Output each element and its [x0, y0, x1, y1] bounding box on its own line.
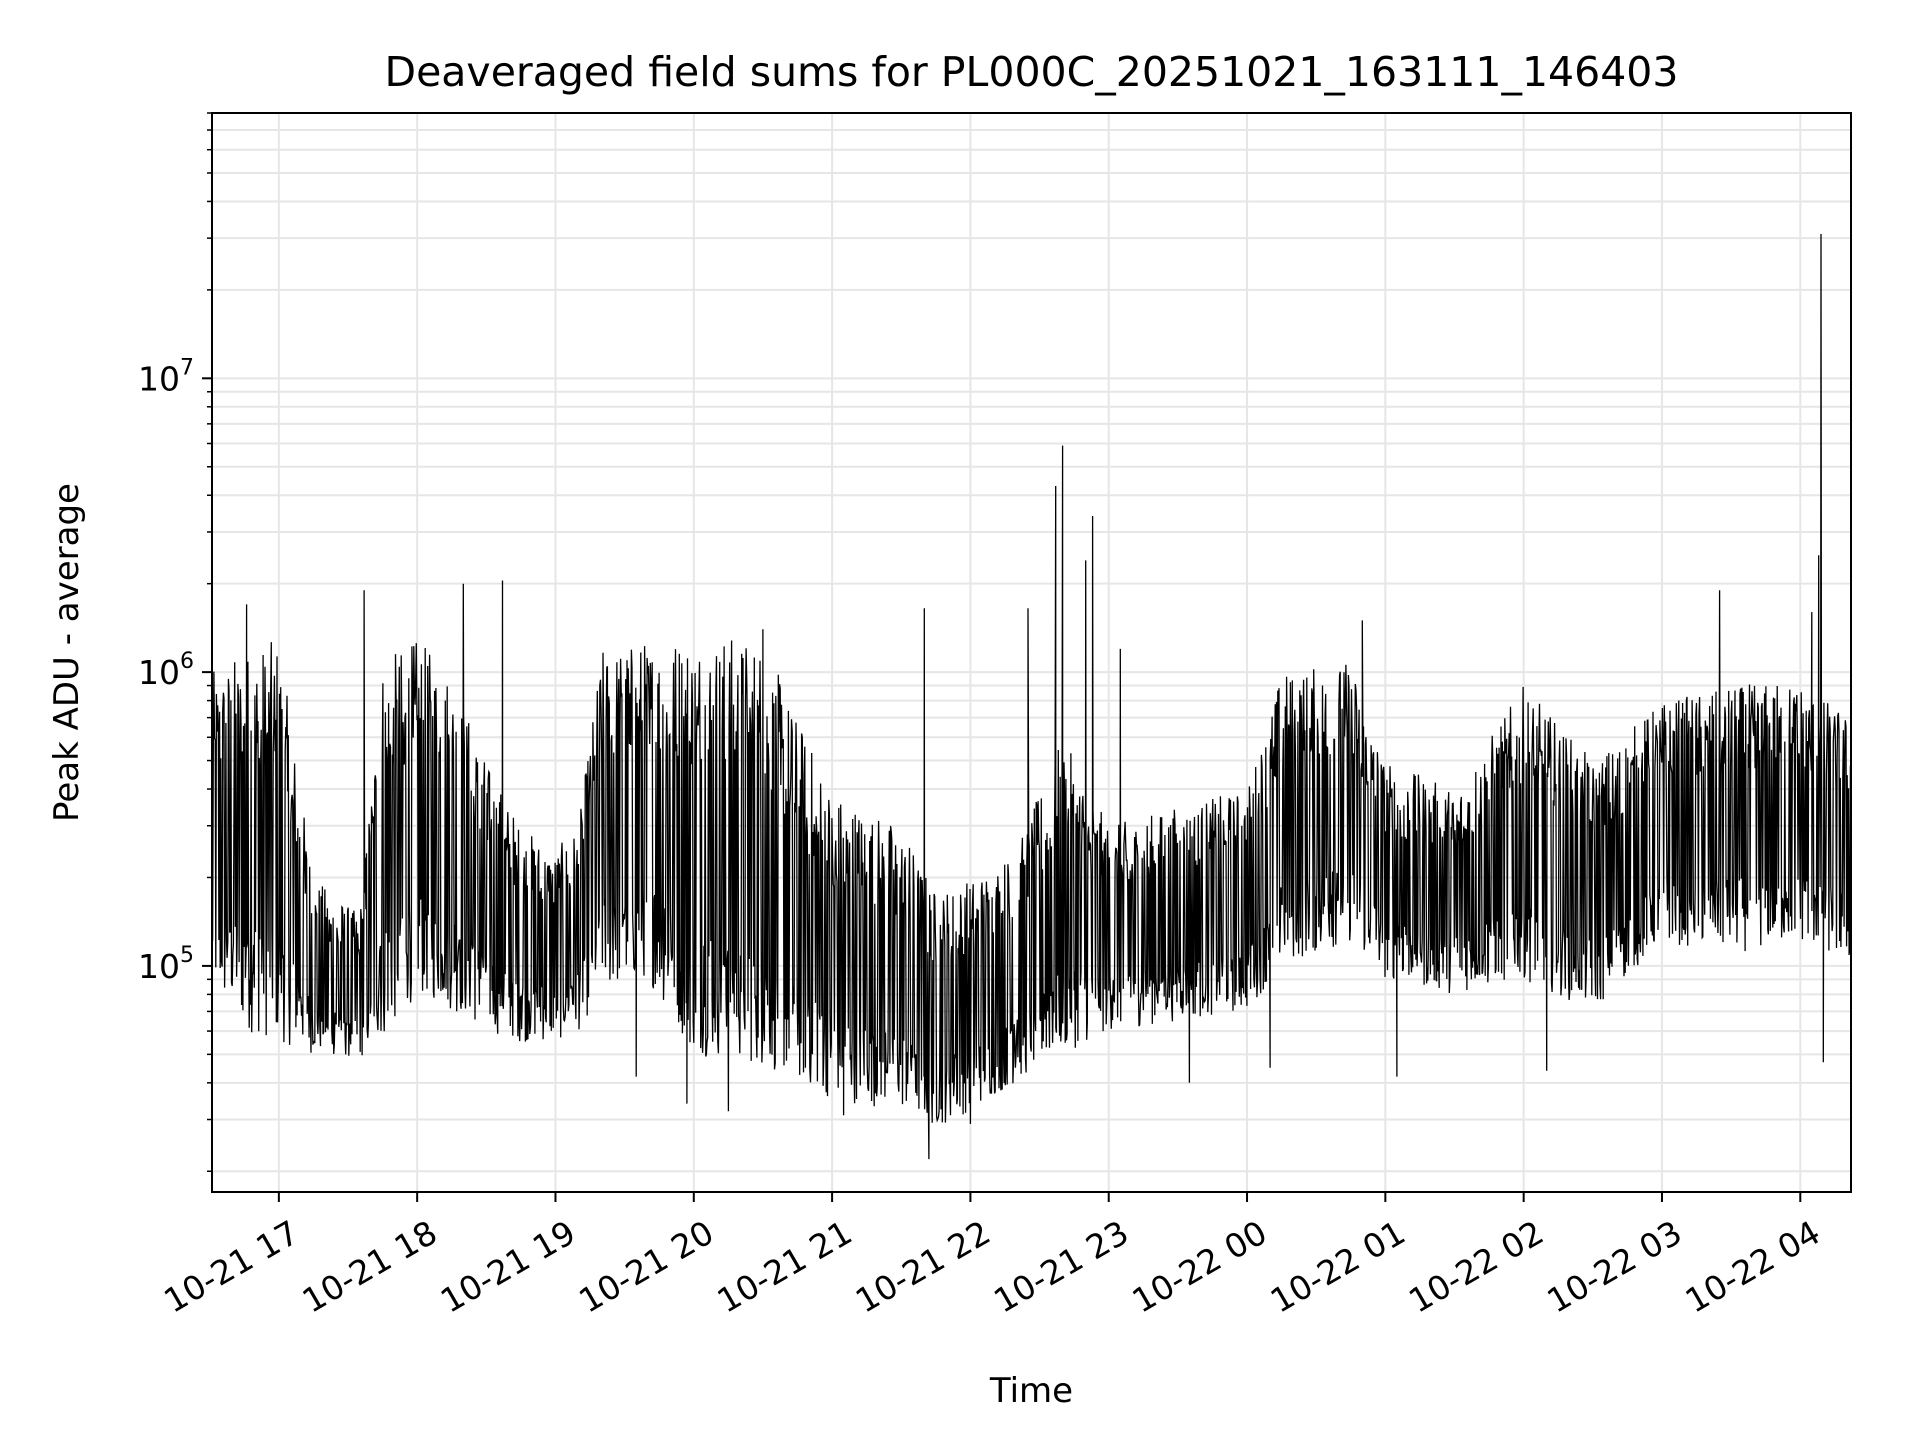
plot-frame — [211, 112, 1852, 1193]
series-line — [211, 233, 1852, 1160]
y-axis-label: Peak ADU - average — [47, 483, 87, 822]
y-tick-label: 106 — [138, 649, 194, 692]
chart-title: Deaveraged field sums for PL000C_2025102… — [385, 48, 1679, 96]
series-path — [211, 233, 1852, 1160]
y-tick-label: 107 — [138, 355, 194, 398]
x-axis-label: Time — [989, 1371, 1073, 1411]
y-tick-label: 105 — [138, 943, 194, 986]
